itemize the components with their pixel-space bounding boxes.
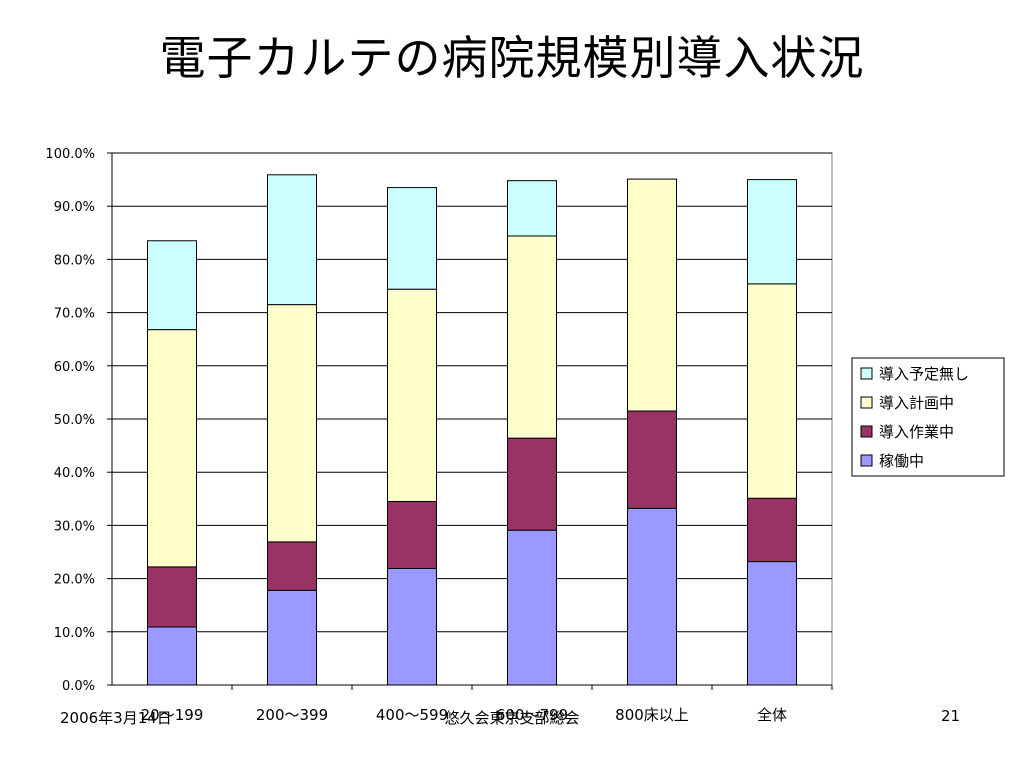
bar-segment <box>267 304 317 543</box>
bar-segment <box>387 567 437 686</box>
legend-label: 導入計画中 <box>879 394 954 412</box>
bar-segment <box>507 235 557 439</box>
bar-segment <box>267 174 317 306</box>
x-tick-label: 600～799 <box>496 706 568 724</box>
bar-segment <box>747 561 797 686</box>
bar-segment <box>507 529 557 686</box>
legend-label: 導入予定無し <box>879 365 969 383</box>
y-tick-label: 40.0% <box>54 466 95 481</box>
page-number: 21 <box>941 707 961 725</box>
y-tick-label: 80.0% <box>54 253 95 268</box>
legend-swatch <box>860 396 873 409</box>
footer-organization: 悠久会東京支部総会 <box>444 709 580 727</box>
bar-segment <box>627 410 677 509</box>
bar-segment <box>267 541 317 591</box>
y-tick-label: 60.0% <box>54 360 95 375</box>
x-tick-label: 400～599 <box>376 706 448 724</box>
bar-segment <box>267 589 317 686</box>
y-tick-label: 90.0% <box>54 200 95 215</box>
bar-segment <box>147 566 197 628</box>
x-tick-label: 20～199 <box>141 706 204 724</box>
legend-swatch <box>860 367 873 380</box>
bar-segment <box>147 626 197 686</box>
x-tick-label: 全体 <box>757 706 787 724</box>
legend-swatch <box>860 454 873 467</box>
bar-segment <box>387 500 437 569</box>
legend-swatch <box>860 425 873 438</box>
footer-date: 2006年3月14日 <box>60 709 172 727</box>
bar-segment <box>387 187 437 290</box>
bar-segment <box>747 497 797 563</box>
bar-segment <box>507 180 557 237</box>
bar-segment <box>387 288 437 502</box>
y-tick-label: 20.0% <box>54 573 95 588</box>
legend-box <box>851 357 1005 477</box>
bar-segment <box>147 329 197 568</box>
bar-segment <box>507 437 557 531</box>
y-tick-label: 10.0% <box>54 626 95 641</box>
bar-segment <box>147 240 197 331</box>
bar-segment <box>627 507 677 686</box>
y-tick-label: 50.0% <box>54 413 95 428</box>
bar-segment <box>747 283 797 499</box>
bar-segment <box>747 179 797 285</box>
x-tick-label: 200～399 <box>256 706 328 724</box>
y-tick-label: 100.0% <box>45 147 95 162</box>
bar-segment <box>627 178 677 412</box>
legend-label: 導入作業中 <box>879 423 954 441</box>
y-tick-label: 0.0% <box>62 679 95 694</box>
x-tick-label: 800床以上 <box>615 706 689 724</box>
slide-title: 電子カルテの病院規模別導入状況 <box>159 31 865 85</box>
y-tick-label: 30.0% <box>54 519 95 534</box>
legend-label: 稼働中 <box>879 452 924 470</box>
y-tick-label: 70.0% <box>54 307 95 322</box>
